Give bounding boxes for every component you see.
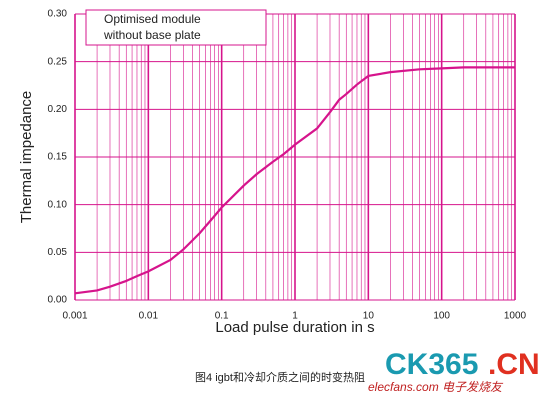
caption: 图4 igbt和冷却介质之间的时变热阻 — [195, 370, 365, 384]
y-tick-label: 0.15 — [48, 152, 68, 163]
annotation: without base plate — [103, 28, 201, 42]
y-tick-label: 0.00 — [48, 295, 68, 306]
y-tick-label: 0.30 — [48, 9, 68, 20]
y-tick-label: 0.05 — [48, 247, 68, 258]
y-axis-label: Thermal impedance — [18, 91, 35, 224]
x-axis-label: Load pulse duration in s — [215, 319, 374, 336]
watermark: .CN — [488, 348, 540, 381]
x-tick-label: 1000 — [504, 311, 527, 322]
y-tick-label: 0.10 — [48, 199, 68, 210]
x-tick-label: 0.01 — [139, 311, 159, 322]
x-tick-label: 0.1 — [215, 311, 229, 322]
watermark: elecfans.com 电子发烧友 — [368, 380, 504, 394]
x-tick-label: 10 — [363, 311, 375, 322]
watermark: CK365 — [385, 348, 478, 381]
y-tick-label: 0.25 — [48, 56, 68, 67]
y-tick-label: 0.20 — [48, 104, 68, 115]
x-tick-label: 0.001 — [62, 311, 87, 322]
annotation: Optimised module — [104, 12, 201, 26]
annotation-box — [85, 9, 267, 46]
line — [74, 66, 515, 295]
x-tick-label: 1 — [292, 311, 298, 322]
x-tick-label: 100 — [433, 311, 450, 322]
